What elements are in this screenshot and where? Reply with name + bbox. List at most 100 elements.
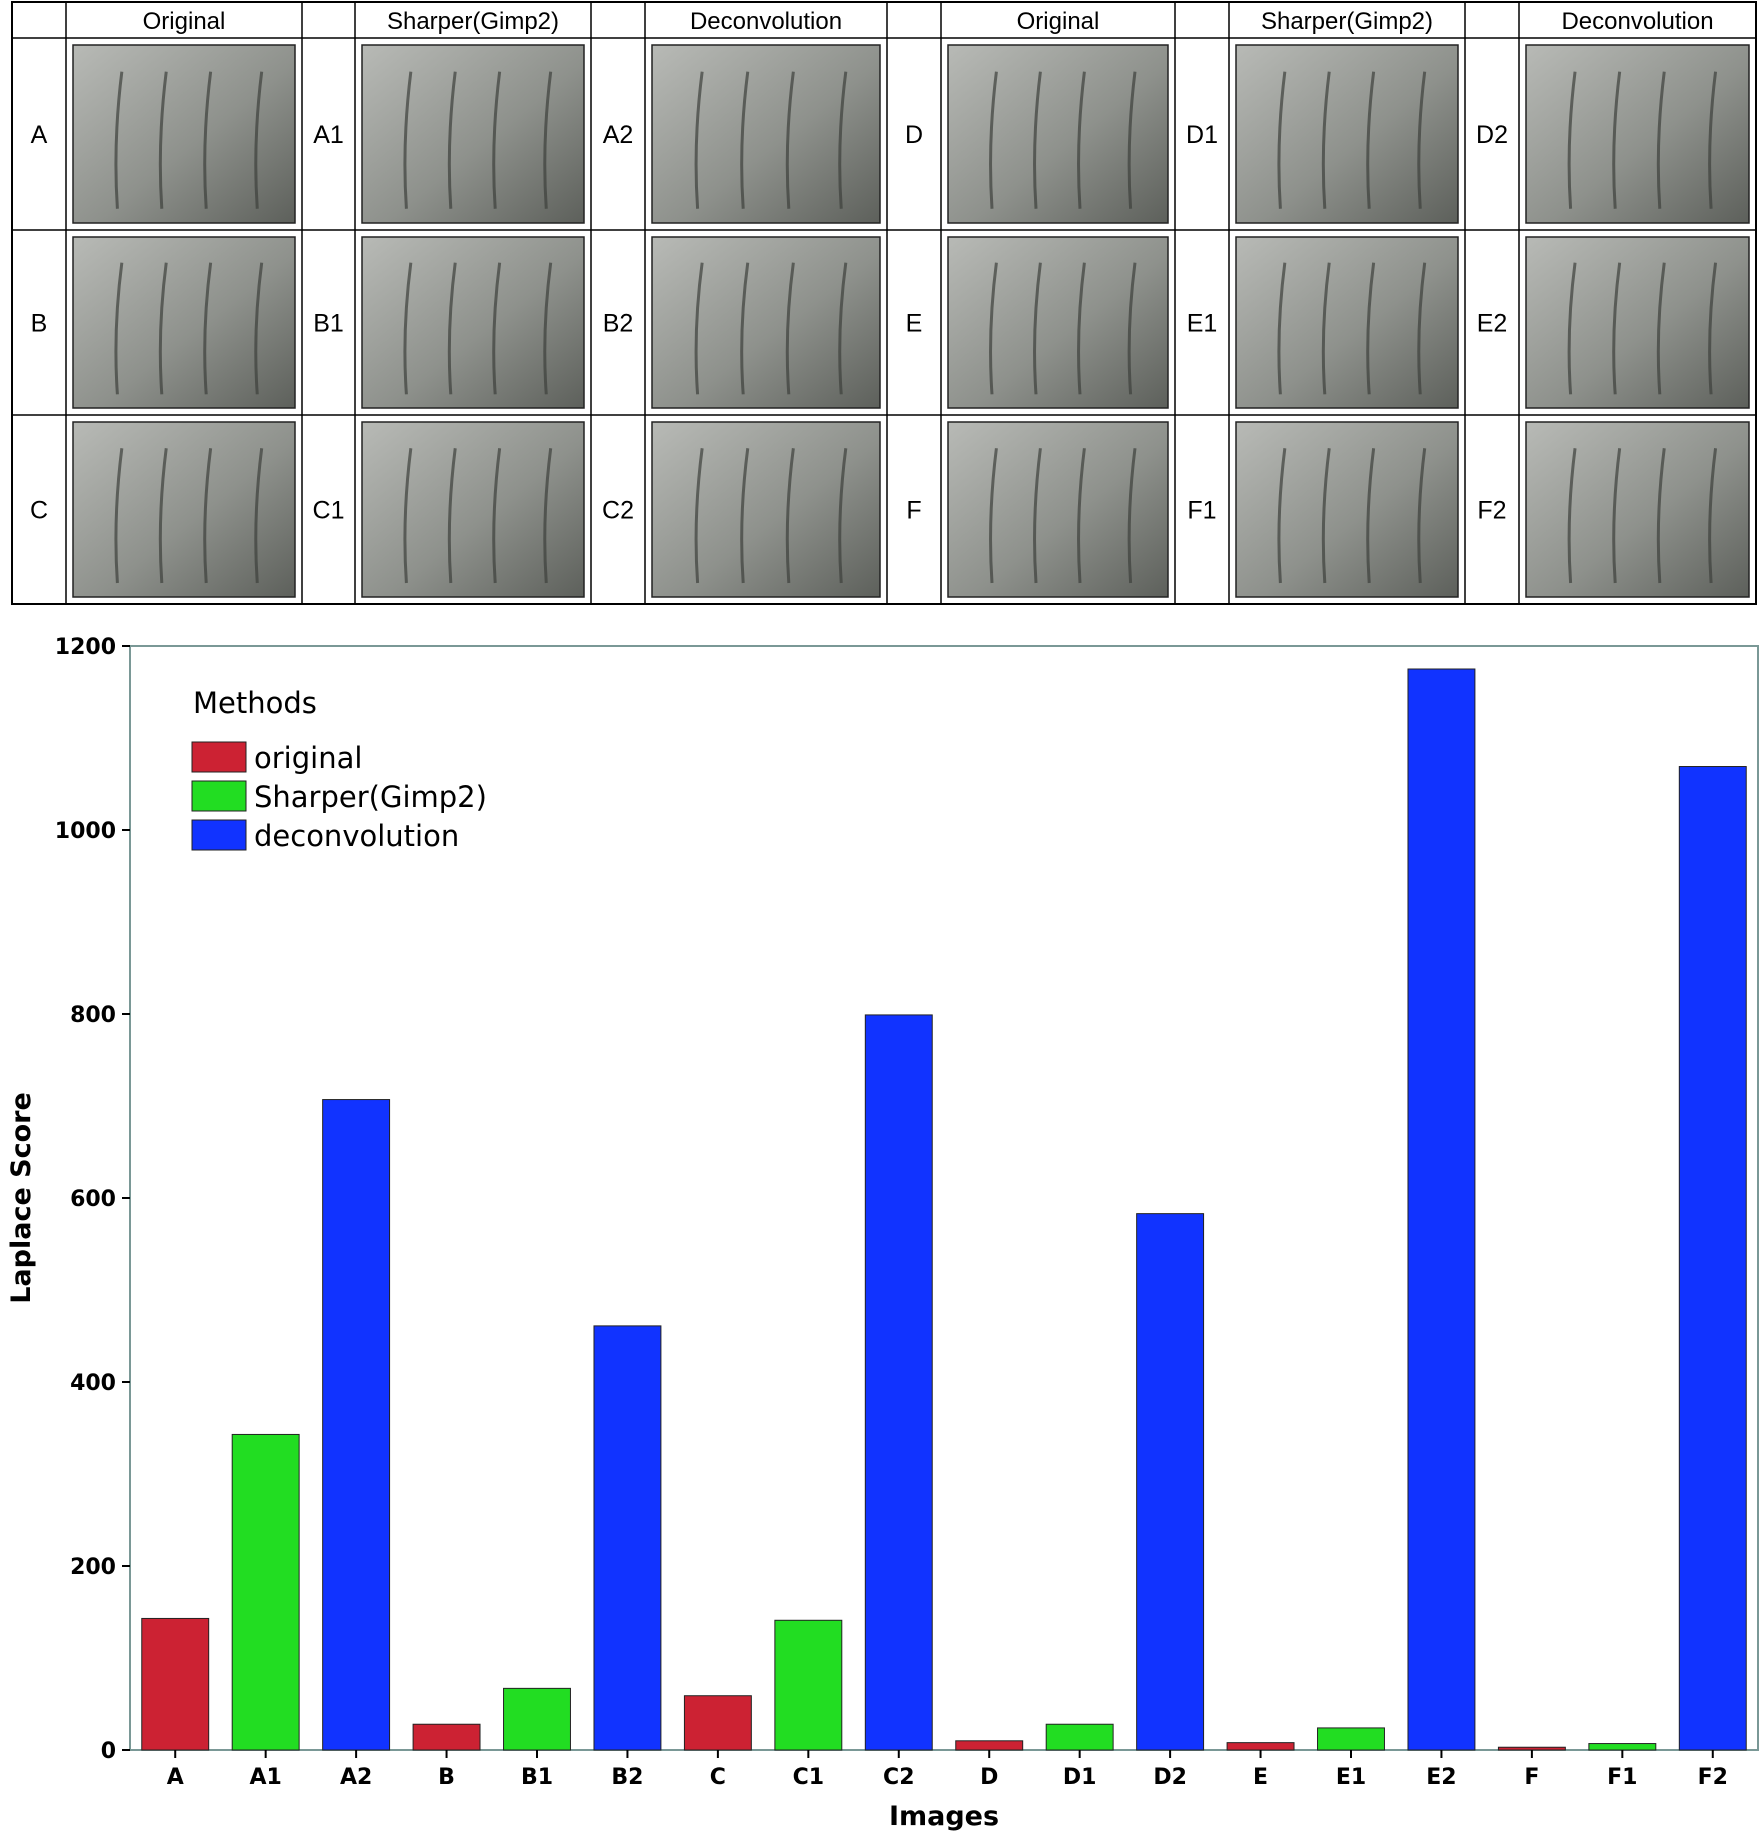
y-tick-label: 1200 — [55, 635, 116, 660]
thumbnail-vessel — [1321, 448, 1331, 584]
thumbnail-vessel — [492, 448, 502, 584]
thumbnail-vessel — [1277, 448, 1287, 584]
bar-A1 — [231, 1433, 300, 1751]
x-tick-label: E2 — [1426, 1765, 1456, 1790]
grid-border — [11, 1, 1757, 605]
thumbnail-image — [947, 236, 1169, 409]
thumbnail-vessel — [114, 262, 124, 395]
bar-A2 — [322, 1099, 391, 1751]
thumbnail-vessel — [1708, 448, 1718, 584]
row-label: E1 — [1187, 310, 1218, 338]
thumbnail-vessel — [838, 71, 848, 209]
x-tick-label: B1 — [521, 1765, 553, 1790]
legend-label-original: original — [254, 741, 362, 775]
thumbnail-image — [361, 421, 585, 598]
y-tick-label: 800 — [70, 1003, 116, 1028]
thumbnail-vessel — [1033, 262, 1042, 395]
thumbnail-vessel — [1033, 448, 1042, 584]
thumbnail-vessel — [114, 448, 124, 584]
thumbnail-vessel — [694, 262, 704, 395]
x-tick-label: F2 — [1698, 1765, 1728, 1790]
thumbnail-vessel — [1077, 262, 1086, 395]
thumbnail-vessel — [1127, 71, 1137, 209]
x-tick-label: E — [1253, 1765, 1268, 1790]
thumbnail-vessel — [1366, 71, 1376, 209]
thumbnail-vessel — [1321, 71, 1331, 209]
thumbnail-vessel — [1567, 448, 1577, 584]
thumbnail-vessel — [1612, 448, 1622, 584]
x-tick-label: F — [1524, 1765, 1539, 1790]
x-tick-label: C1 — [793, 1765, 824, 1790]
bar-F — [1497, 1746, 1566, 1751]
thumbnail — [72, 421, 296, 598]
thumbnail-vessel — [447, 71, 457, 209]
thumbnail-image — [651, 44, 881, 224]
x-tick-label: C — [710, 1765, 726, 1790]
thumbnail-vessel — [254, 262, 264, 395]
bar-F1 — [1588, 1743, 1657, 1751]
bar-E — [1226, 1742, 1295, 1751]
thumbnail-image — [72, 236, 296, 409]
thumbnail-vessel — [1656, 71, 1666, 209]
thumbnail-vessel — [1366, 448, 1376, 584]
thumbnail — [947, 236, 1169, 409]
thumbnail-image — [1235, 421, 1459, 598]
bar-C2 — [864, 1014, 933, 1751]
thumbnail-vessel — [1567, 262, 1577, 395]
thumbnail-vessel — [838, 448, 848, 584]
bar-D2 — [1136, 1213, 1205, 1751]
x-tick-label: A1 — [249, 1765, 281, 1790]
thumbnail-vessel — [447, 262, 457, 395]
thumbnail-image — [72, 44, 296, 224]
row-label: E — [906, 310, 923, 338]
thumbnail-vessel — [1567, 71, 1577, 209]
thumbnail-vessel — [694, 71, 704, 209]
thumbnail-vessel — [492, 71, 502, 209]
thumbnail-vessel — [1708, 71, 1718, 209]
legend: Methods original Sharper(Gimp2) deconvoluti… — [191, 686, 487, 853]
thumbnail-vessel — [203, 448, 213, 584]
thumbnail-image — [947, 421, 1169, 598]
thumbnail-vessel — [1417, 262, 1427, 395]
thumbnail — [72, 236, 296, 409]
thumbnail-vessel — [740, 262, 750, 395]
thumbnail — [651, 236, 881, 409]
thumbnail-vessel — [1277, 262, 1287, 395]
legend-label-sharper: Sharper(Gimp2) — [254, 780, 487, 814]
row-label: C1 — [313, 497, 345, 525]
row-label: B1 — [313, 310, 344, 338]
bar-D1 — [1045, 1723, 1114, 1751]
thumbnail-vessel — [203, 71, 213, 209]
thumbnail-vessel — [203, 262, 213, 395]
row-label: C — [30, 497, 48, 525]
column-header: Deconvolution — [1561, 8, 1713, 35]
thumbnail-vessel — [785, 71, 795, 209]
thumbnail-image — [72, 421, 296, 598]
thumbnail-vessel — [1077, 448, 1086, 584]
thumbnail — [1235, 236, 1459, 409]
thumbnail — [947, 421, 1169, 598]
bar-B1 — [503, 1687, 571, 1751]
thumbnail — [72, 44, 296, 224]
thumbnail-vessel — [1708, 262, 1718, 395]
row-label: F — [906, 497, 921, 525]
thumbnail-image — [1525, 44, 1750, 224]
thumbnail-vessel — [740, 71, 750, 209]
x-tick-label: A2 — [340, 1765, 372, 1790]
thumbnail — [947, 44, 1169, 224]
thumbnail-vessel — [1033, 71, 1042, 209]
row-label: C2 — [602, 497, 634, 525]
x-axis-title: Images — [889, 1801, 999, 1832]
x-tick-label: B — [438, 1765, 455, 1790]
thumbnail-vessel — [1127, 262, 1137, 395]
thumbnail-vessel — [492, 262, 502, 395]
thumbnail-vessel — [989, 71, 998, 209]
bar-E1 — [1317, 1727, 1385, 1751]
thumbnail-vessel — [1417, 448, 1427, 584]
row-label: F2 — [1477, 497, 1506, 525]
x-tick-label: C2 — [883, 1765, 914, 1790]
thumbnail-vessel — [1366, 262, 1376, 395]
thumbnail-image — [651, 421, 881, 598]
row-label: A1 — [313, 121, 344, 149]
thumbnail — [1525, 44, 1750, 224]
